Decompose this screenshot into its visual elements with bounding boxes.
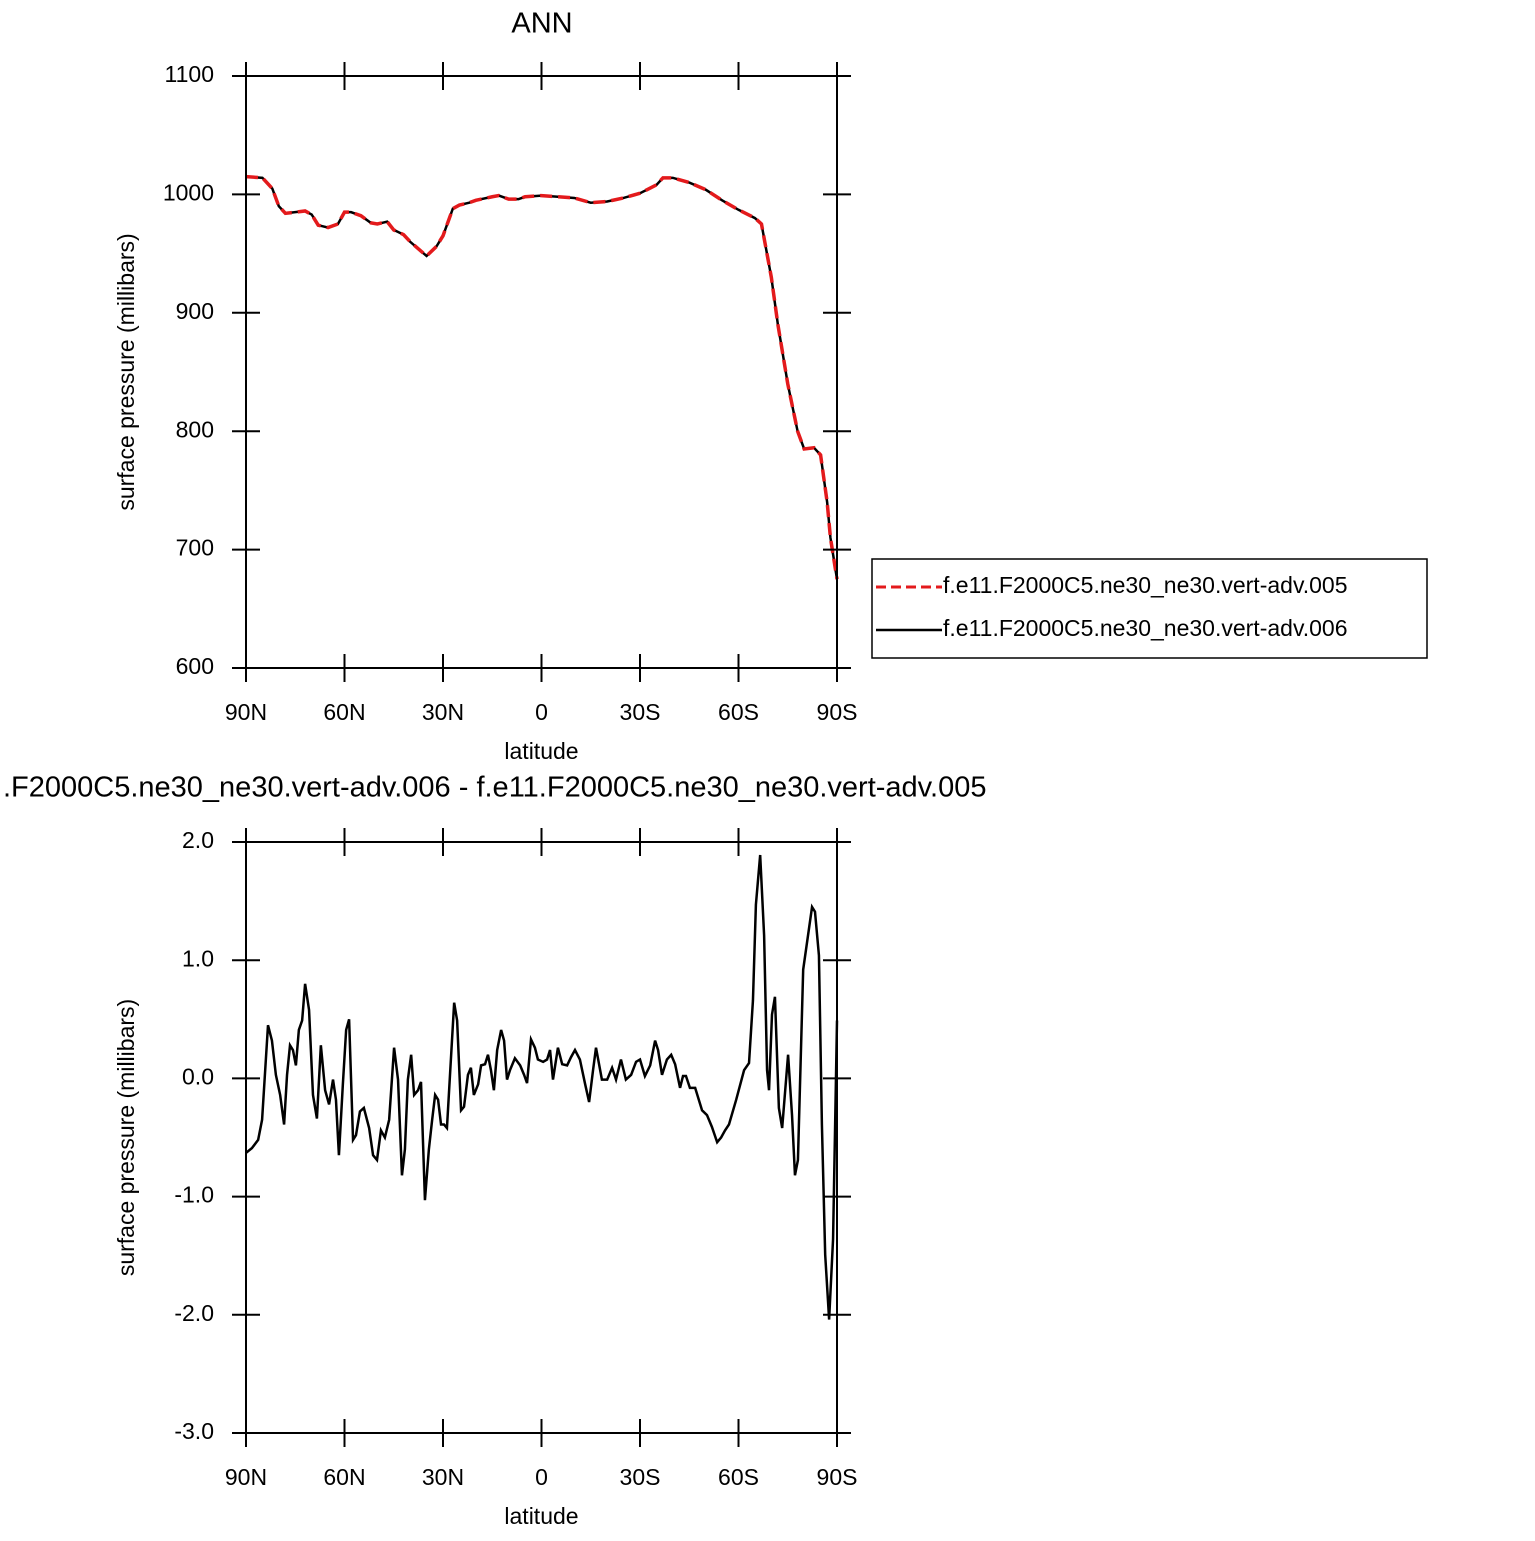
x-tick-label: 60N bbox=[323, 1464, 365, 1490]
y-tick-label: 800 bbox=[176, 416, 214, 442]
x-tick-label: 60S bbox=[718, 1464, 759, 1490]
x-axis-label: latitude bbox=[504, 738, 578, 764]
y-tick-label: 700 bbox=[176, 535, 214, 561]
x-tick-label: 30S bbox=[620, 699, 661, 725]
x-tick-label: 0 bbox=[535, 699, 548, 725]
x-tick-label: 60N bbox=[323, 699, 365, 725]
chart-title: .F2000C5.ne30_ne30.vert-adv.006 - f.e11.… bbox=[3, 772, 986, 804]
y-tick-label: 2.0 bbox=[182, 827, 214, 853]
legend-label: f.e11.F2000C5.ne30_ne30.vert-adv.006 bbox=[943, 615, 1348, 641]
x-tick-label: 90S bbox=[817, 1464, 858, 1490]
y-tick-label: -2.0 bbox=[174, 1300, 214, 1326]
x-tick-label: 30N bbox=[422, 1464, 464, 1490]
x-tick-label: 90N bbox=[225, 699, 267, 725]
x-tick-label: 30N bbox=[422, 699, 464, 725]
y-tick-label: 1100 bbox=[165, 61, 214, 87]
x-tick-label: 90S bbox=[817, 699, 858, 725]
y-tick-label: 0.0 bbox=[182, 1063, 214, 1089]
plot-frame bbox=[245, 841, 838, 1434]
legend-box bbox=[871, 558, 1428, 659]
x-tick-label: 30S bbox=[620, 1464, 661, 1490]
legend-label: f.e11.F2000C5.ne30_ne30.vert-adv.005 bbox=[943, 572, 1348, 598]
y-tick-label: 1000 bbox=[163, 179, 214, 205]
y-axis-label: surface pressure (millibars) bbox=[113, 999, 139, 1276]
chart-title: ANN bbox=[511, 8, 572, 40]
plot-frame bbox=[245, 75, 838, 669]
y-tick-label: 1.0 bbox=[182, 945, 214, 971]
y-axis-label: surface pressure (millibars) bbox=[113, 233, 139, 510]
x-tick-label: 60S bbox=[718, 699, 759, 725]
x-axis-label: latitude bbox=[504, 1503, 578, 1529]
x-tick-label: 90N bbox=[225, 1464, 267, 1490]
y-tick-label: 600 bbox=[176, 653, 214, 679]
y-tick-label: 900 bbox=[176, 298, 214, 324]
x-tick-label: 0 bbox=[535, 1464, 548, 1490]
data-line bbox=[245, 854, 839, 1320]
y-tick-label: -3.0 bbox=[174, 1418, 214, 1444]
y-tick-label: -1.0 bbox=[174, 1182, 214, 1208]
data-line bbox=[245, 174, 839, 580]
data-line bbox=[245, 175, 839, 580]
